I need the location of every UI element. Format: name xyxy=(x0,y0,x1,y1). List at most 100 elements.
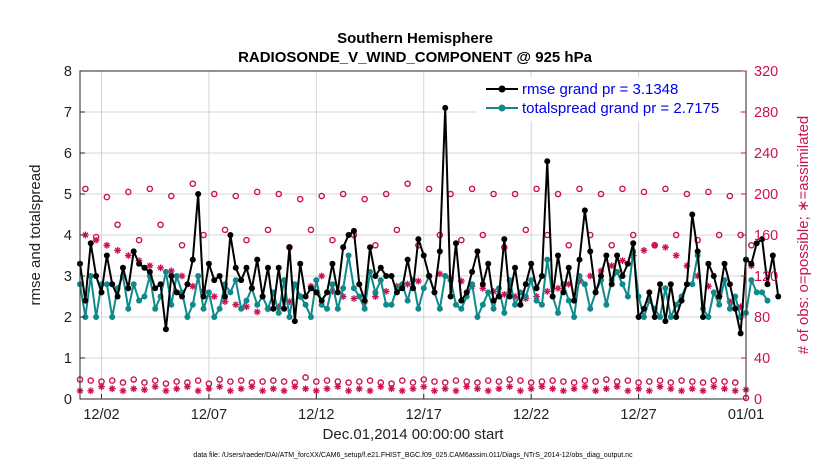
totalspread-point xyxy=(624,293,631,300)
rmse-point xyxy=(447,293,454,300)
totalspread-point xyxy=(136,297,143,304)
y-right-tick-label: 320 xyxy=(754,64,778,80)
totalspread-point xyxy=(307,314,314,320)
obs-possible-point xyxy=(307,226,315,234)
rmse-point xyxy=(565,264,572,271)
totalspread-point xyxy=(103,281,110,288)
rmse-point xyxy=(361,297,368,304)
obs-possible-point xyxy=(372,241,379,249)
rmse-point xyxy=(243,264,250,271)
totalspread-point xyxy=(243,297,250,304)
obs-possible-point xyxy=(581,377,589,384)
totalspread-point xyxy=(211,314,218,320)
totalspread-point xyxy=(705,314,712,320)
x-axis-label: Dec.01,2014 00:00:00 start xyxy=(323,426,505,443)
obs-assimilated-point xyxy=(602,385,610,393)
obs-assimilated-point xyxy=(463,383,471,391)
rmse-point xyxy=(109,281,116,288)
obs-assimilated-point xyxy=(619,257,626,265)
obs-possible-point xyxy=(168,192,175,200)
obs-possible-point xyxy=(125,188,132,196)
obs-possible-point xyxy=(280,378,288,385)
obs-possible-point xyxy=(420,376,428,383)
obs-possible-point xyxy=(731,379,739,386)
legend-spread-label: totalspread grand pr = 2.7175 xyxy=(522,100,719,117)
rmse-point xyxy=(603,252,610,259)
obs-possible-point xyxy=(119,379,127,386)
y-axis-right: 0 40 80 120 160 200 240 280 320 xyxy=(741,64,778,408)
obs-assimilated-point xyxy=(388,385,395,393)
totalspread-point xyxy=(345,252,352,259)
rmse-point xyxy=(694,248,701,255)
totalspread-point xyxy=(667,314,674,320)
totalspread-point xyxy=(474,314,481,320)
totalspread-point xyxy=(313,277,320,284)
obs-possible-point xyxy=(672,231,680,239)
obs-possible-point xyxy=(468,185,476,193)
rmse-point xyxy=(495,293,502,300)
totalspread-point xyxy=(383,301,390,308)
rmse-point xyxy=(555,252,562,259)
rmse-point xyxy=(275,264,282,271)
footnote: data file: /Users/raeder/DAI/ATM_forcXX/… xyxy=(193,452,633,459)
totalspread-point xyxy=(501,309,508,316)
totalspread-point xyxy=(533,297,540,304)
obs-assimilated-point xyxy=(141,386,148,394)
rmse-point xyxy=(436,248,443,255)
totalspread-point xyxy=(710,289,717,296)
obs-possible-point xyxy=(474,379,481,386)
obs-possible-point xyxy=(721,378,728,385)
rmse-point xyxy=(458,297,465,304)
rmse-point xyxy=(700,314,707,320)
obs-possible-point xyxy=(270,377,277,384)
rmse-point xyxy=(619,273,626,279)
legend-spread-marker xyxy=(498,104,506,112)
rmse-point xyxy=(205,260,212,267)
y-right-tick-label: 240 xyxy=(754,146,778,162)
totalspread-point xyxy=(619,281,626,288)
obs-assimilated-point xyxy=(173,385,181,393)
rmse-point xyxy=(469,268,476,275)
rmse-point xyxy=(82,297,89,304)
rmse-point xyxy=(307,285,314,292)
totalspread-point xyxy=(404,297,411,304)
obs-possible-point xyxy=(479,231,487,239)
totalspread-point xyxy=(238,305,245,312)
rmse-point xyxy=(383,273,390,279)
obs-possible-point xyxy=(570,379,578,386)
obs-assimilated-point xyxy=(414,277,422,285)
rmse-point xyxy=(297,260,304,267)
rmse-point xyxy=(367,244,374,251)
totalspread-point xyxy=(350,285,357,292)
rmse-point xyxy=(103,252,110,259)
obs-assimilated-point xyxy=(543,287,551,295)
rmse-point xyxy=(313,289,320,296)
rmse-point xyxy=(635,314,642,320)
obs-possible-point xyxy=(275,190,283,198)
rmse-point xyxy=(544,158,551,165)
totalspread-point xyxy=(555,309,562,316)
obs-possible-point xyxy=(393,226,401,234)
obs-possible-point xyxy=(313,378,320,385)
totalspread-point xyxy=(168,301,175,308)
x-tick-label: 12/02 xyxy=(83,407,119,423)
obs-assimilated-point xyxy=(92,236,100,244)
totalspread-point xyxy=(125,305,132,312)
chart-subtitle: RADIOSONDE_V_WIND_COMPONENT @ 925 hPa xyxy=(238,49,593,66)
obs-possible-point xyxy=(624,377,632,384)
rmse-point xyxy=(136,260,143,267)
totalspread-point xyxy=(748,277,755,284)
rmse-point xyxy=(259,293,266,300)
rmse-point xyxy=(753,240,760,247)
obs-possible-point xyxy=(533,185,540,193)
rmse-point xyxy=(463,289,470,296)
rmse-point xyxy=(522,281,529,288)
obs-possible-point xyxy=(146,185,154,193)
rmse-point xyxy=(216,273,223,279)
totalspread-point xyxy=(184,314,191,320)
obs-assimilated-point xyxy=(232,301,240,309)
rmse-point xyxy=(146,268,153,275)
obs-possible-point xyxy=(345,379,352,386)
totalspread-point xyxy=(329,281,336,288)
rmse-point xyxy=(737,330,744,337)
